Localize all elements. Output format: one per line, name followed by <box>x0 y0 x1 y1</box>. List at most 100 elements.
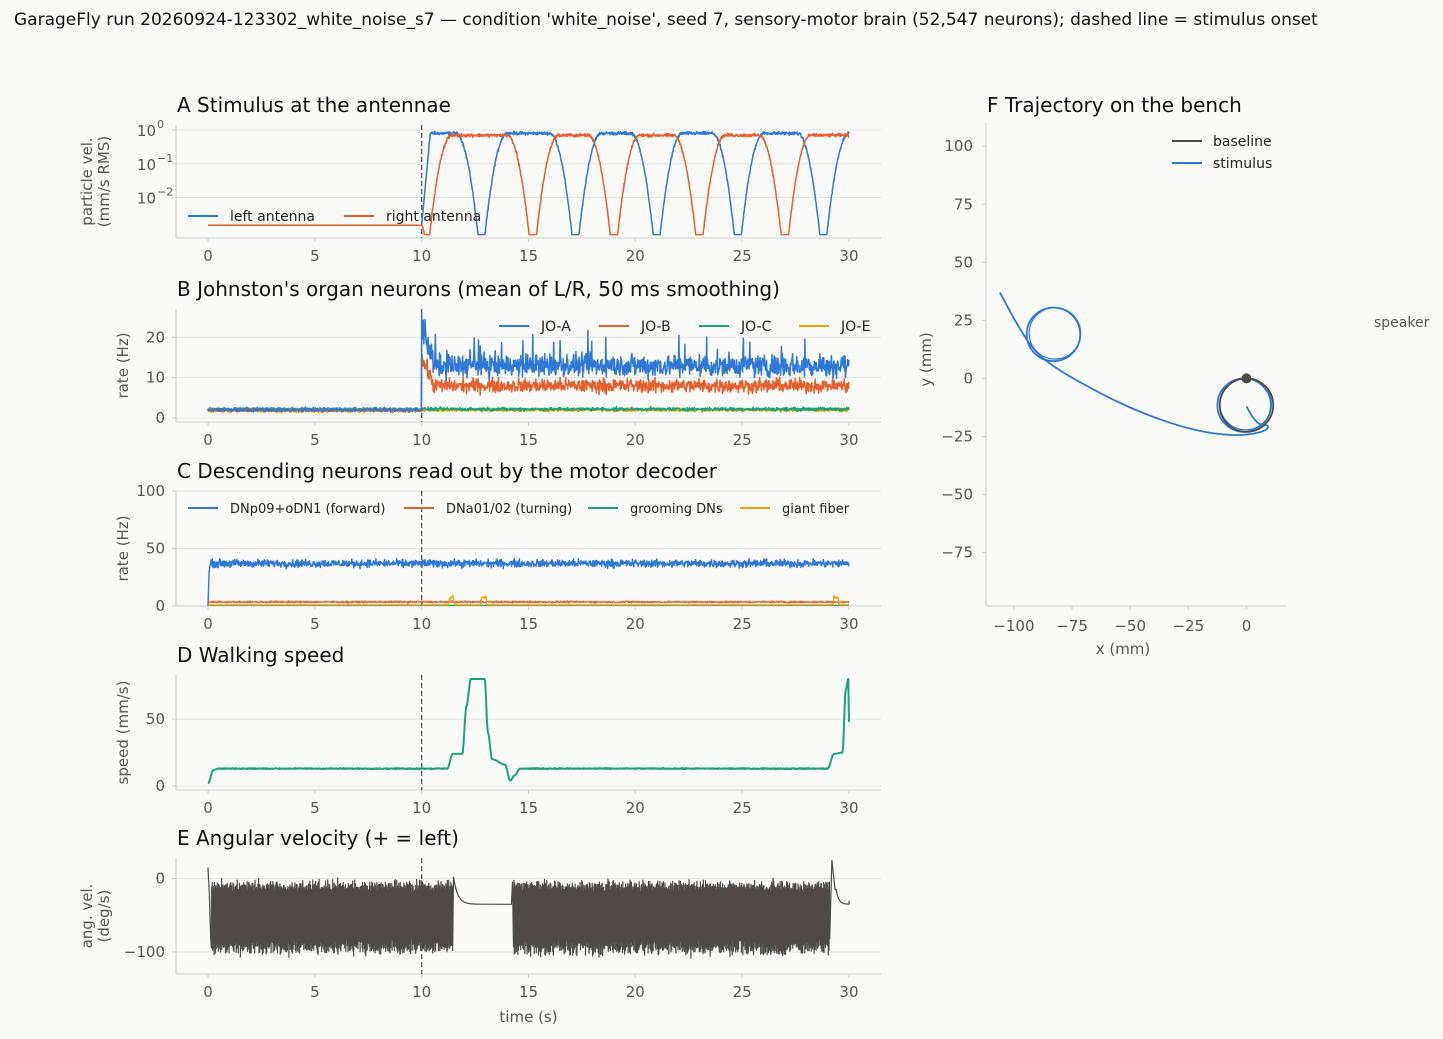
legend-entry: left antenna <box>188 209 315 225</box>
legend-label: DNp09+oDN1 (forward) <box>230 502 386 517</box>
panel-title: D Walking speed <box>177 643 344 667</box>
y-tick-label: 10 <box>137 156 156 174</box>
legend-entry: grooming DNs <box>588 502 723 517</box>
legend-entry: JO-B <box>599 319 671 335</box>
y-tick-label: 10 <box>146 369 165 387</box>
x-tick-label: −25 <box>1172 617 1204 635</box>
x-axis-label: time (s) <box>499 1008 557 1026</box>
y-tick-label: −100 <box>124 943 165 961</box>
y-tick-label: 50 <box>954 253 973 271</box>
series-JO-A <box>207 312 850 413</box>
x-tick-label: 10 <box>412 431 431 449</box>
y-axis-label: (mm/s RMS) <box>95 136 113 227</box>
x-tick-label: 5 <box>310 247 320 265</box>
series-giant-fiber <box>208 595 849 606</box>
x-tick-label: 5 <box>310 615 320 633</box>
y-axis-label: rate (Hz) <box>114 515 132 581</box>
legend-label: left antenna <box>230 209 315 225</box>
x-tick-label: 10 <box>412 615 431 633</box>
x-tick-label: 30 <box>839 799 858 817</box>
legend-entry: JO-A <box>499 319 571 335</box>
legend-entry: DNp09+oDN1 (forward) <box>188 502 386 517</box>
legend-label: JO-C <box>740 319 772 335</box>
x-tick-label: 20 <box>626 431 645 449</box>
x-tick-label: 25 <box>733 983 752 1001</box>
y-tick-label: −75 <box>941 544 973 562</box>
x-tick-label: 20 <box>626 615 645 633</box>
x-tick-label: 30 <box>839 615 858 633</box>
y-tick-label: 100 <box>944 137 973 155</box>
x-tick-label: 0 <box>203 983 213 1001</box>
x-tick-label: −75 <box>1056 617 1088 635</box>
legend-entry: JO-C <box>699 319 772 335</box>
start-marker <box>1241 373 1252 384</box>
x-tick-label: 0 <box>1242 617 1252 635</box>
y-tick-label: 0 <box>155 777 165 795</box>
x-tick-label: 25 <box>733 799 752 817</box>
legend-label: stimulus <box>1213 156 1272 172</box>
x-tick-label: −100 <box>993 617 1034 635</box>
figure-suptitle: GarageFly run 20260924-123302_white_nois… <box>14 10 1318 30</box>
legend-entry: stimulus <box>1172 156 1272 172</box>
x-tick-label: 30 <box>839 983 858 1001</box>
x-tick-label: 0 <box>203 247 213 265</box>
legend-entry: baseline <box>1172 134 1272 150</box>
x-tick-label: 0 <box>203 799 213 817</box>
legend-label: DNa01/02 (turning) <box>446 502 572 517</box>
y-axis-label: y (mm) <box>917 332 935 387</box>
x-tick-label: 5 <box>310 799 320 817</box>
y-axis-label: rate (Hz) <box>114 332 132 398</box>
legend-label: giant fiber <box>782 502 850 517</box>
series-turning <box>207 600 850 604</box>
y-tick-label: 10 <box>137 122 156 140</box>
x-tick-label: −50 <box>1114 617 1146 635</box>
stimulus-loop <box>1028 307 1082 360</box>
x-tick-label: 25 <box>733 247 752 265</box>
panel-f-trajectory: −100 −75 −50 −25 0 100 75 50 25 0 −25 −50 −75 F Traje… <box>917 93 1286 658</box>
y-axis-label: speed (mm/s) <box>114 681 132 785</box>
y-tick-exponent: 0 <box>157 118 164 131</box>
x-tick-label: 15 <box>519 615 538 633</box>
panel-title: B Johnston's organ neurons (mean of L/R,… <box>177 277 780 301</box>
y-tick-label: 0 <box>155 870 165 888</box>
y-tick-label: 10 <box>137 190 156 208</box>
x-tick-label: 20 <box>626 983 645 1001</box>
x-tick-label: 0 <box>203 431 213 449</box>
series-forward <box>207 557 850 607</box>
y-tick-label: −25 <box>941 427 973 445</box>
y-tick-exponent: −2 <box>157 186 173 199</box>
series-right-antenna <box>208 132 850 236</box>
x-tick-label: 30 <box>839 247 858 265</box>
y-tick-exponent: −1 <box>157 152 173 165</box>
speaker-label: speaker <box>1374 315 1430 331</box>
x-tick-label: 15 <box>519 431 538 449</box>
x-tick-label: 20 <box>626 247 645 265</box>
y-axis-label: ang. vel. <box>78 884 96 949</box>
x-tick-label: 20 <box>626 799 645 817</box>
x-tick-label: 10 <box>412 247 431 265</box>
x-tick-label: 15 <box>519 247 538 265</box>
y-axis-label: (deg/s) <box>95 890 113 943</box>
legend-entry: JO-E <box>799 319 870 335</box>
y-tick-label: 0 <box>155 597 165 615</box>
x-tick-label: 10 <box>412 983 431 1001</box>
panel-title: A Stimulus at the antennae <box>177 93 451 117</box>
legend-label: right antenna <box>386 209 481 225</box>
legend-label: JO-E <box>840 319 870 335</box>
x-tick-label: 0 <box>203 615 213 633</box>
x-tick-label: 5 <box>310 983 320 1001</box>
series-speed <box>207 678 850 785</box>
series-left-antenna <box>208 130 850 236</box>
x-tick-label: 25 <box>733 615 752 633</box>
x-tick-label: 5 <box>310 431 320 449</box>
series-stimulus-path <box>999 292 1269 436</box>
legend: baseline stimulus <box>1172 134 1272 172</box>
y-tick-label: 0 <box>155 409 165 427</box>
panel-title: F Trajectory on the bench <box>987 93 1242 117</box>
legend-label: baseline <box>1213 134 1272 150</box>
legend-entry: right antenna <box>344 209 481 225</box>
panel-c-descending-neurons: 0 5 10 15 20 25 30 0 50 100 C Descending neurons r… <box>114 459 881 633</box>
y-tick-label: 25 <box>954 311 973 329</box>
y-tick-label: 20 <box>146 328 165 346</box>
